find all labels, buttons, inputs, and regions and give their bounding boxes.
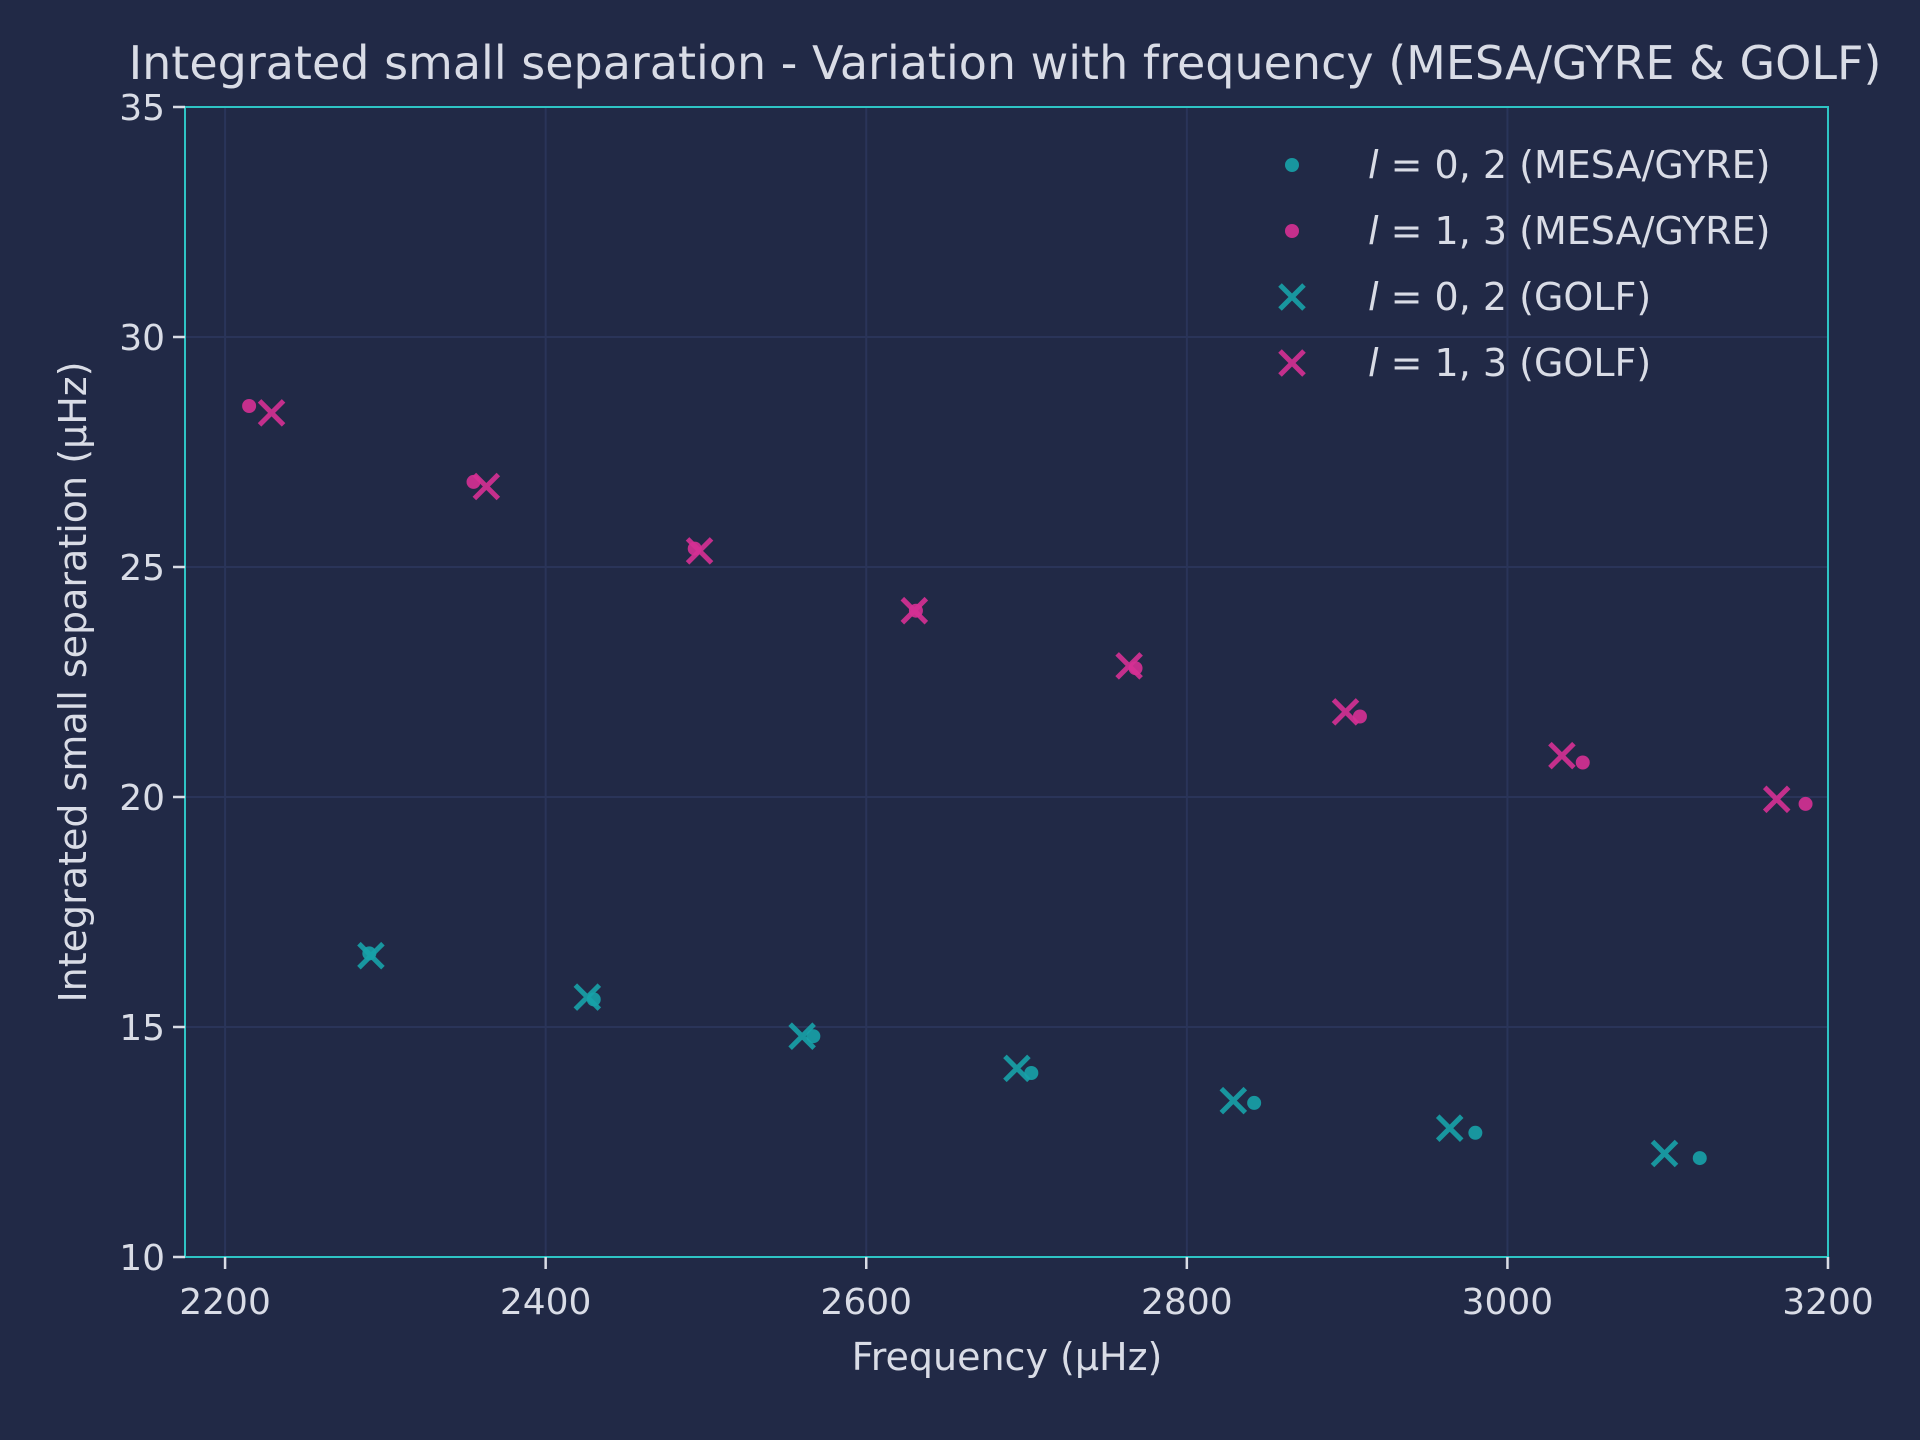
data-point-x (472, 472, 501, 501)
data-point-dot (1798, 796, 1813, 811)
legend-marker (1285, 158, 1299, 172)
legend-marker (1278, 283, 1306, 311)
legend-entry-2: l = 0, 2 (GOLF) (1278, 275, 1651, 319)
y-tick-label: 25 (119, 548, 165, 589)
legend: l = 0, 2 (MESA/GYRE) l = 1, 3 (MESA/GYRE)… (1278, 143, 1770, 385)
grid (185, 107, 1828, 1257)
data-point-dot (242, 399, 257, 413)
data-point-x (1003, 1054, 1031, 1083)
series-3 (257, 399, 1791, 814)
x-tick-label: 3200 (1782, 1282, 1874, 1323)
data-point-x (1650, 1139, 1679, 1168)
legend-label: l = 1, 3 (MESA/GYRE) (1368, 209, 1770, 253)
x-tick-label: 2800 (1141, 1282, 1233, 1323)
data-point-x (1115, 652, 1143, 680)
legend-entry-0: l = 0, 2 (MESA/GYRE) (1285, 143, 1770, 187)
data-point-x (1762, 785, 1791, 814)
series-2 (357, 941, 1679, 1168)
legend-label: l = 0, 2 (GOLF) (1368, 275, 1651, 319)
data-point-x (685, 537, 714, 565)
chart-title: Integrated small separation - Variation … (129, 36, 1882, 90)
legend-label: l = 0, 2 (MESA/GYRE) (1368, 143, 1770, 187)
legend-marker (1278, 349, 1306, 377)
y-tick-label: 20 (119, 778, 165, 819)
x-tick-label: 2600 (820, 1282, 912, 1323)
data-marks (242, 399, 1813, 1168)
y-axis-label: Integrated small separation (μHz) (51, 361, 95, 1002)
data-point-x (357, 941, 385, 970)
x-axis-label: Frequency (μHz) (852, 1335, 1163, 1379)
data-point-x (788, 1022, 816, 1050)
data-point-x (257, 399, 286, 427)
y-tick-label: 35 (119, 88, 165, 129)
x-tick-label: 3000 (1462, 1282, 1554, 1323)
y-tick-label: 30 (119, 318, 165, 359)
data-point-x (1219, 1086, 1248, 1115)
data-point-x (1548, 741, 1576, 770)
legend-entry-3: l = 1, 3 (GOLF) (1278, 341, 1651, 385)
data-point-x (900, 596, 929, 625)
data-point-dot (1575, 755, 1590, 770)
legend-label: l = 1, 3 (GOLF) (1368, 341, 1651, 385)
data-point-x (1435, 1114, 1464, 1142)
legend-marker (1285, 224, 1299, 238)
x-tick-label: 2400 (500, 1282, 592, 1323)
plot-frame (184, 106, 1829, 1258)
data-point-x (1331, 698, 1360, 726)
data-point-dot (806, 1029, 821, 1044)
data-point-dot (1692, 1151, 1707, 1166)
y-tick-label: 15 (119, 1008, 165, 1049)
data-point-dot (1247, 1095, 1262, 1110)
data-point-x (573, 983, 602, 1011)
data-point-dot (1468, 1125, 1483, 1140)
legend-entry-1: l = 1, 3 (MESA/GYRE) (1285, 209, 1770, 253)
x-tick-label: 2200 (179, 1282, 271, 1323)
y-tick-label: 10 (119, 1238, 165, 1279)
axis-ticks: 2200 2400 2600 2800 3000 3200 10 15 20 25 30 35 (119, 88, 1874, 1323)
